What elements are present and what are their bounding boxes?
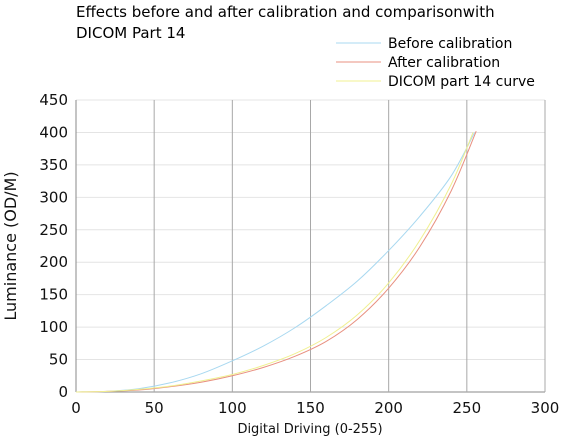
y-tick-label: 250 bbox=[39, 221, 68, 239]
y-tick-label: 150 bbox=[39, 286, 68, 304]
y-tick-label: 450 bbox=[39, 91, 68, 109]
x-tick-label: 300 bbox=[531, 399, 560, 417]
series bbox=[75, 130, 477, 393]
axes: 0 50 100 150 200 250 300 350 400 450 0 50 100 150 200 2… bbox=[39, 91, 559, 417]
y-tick-label: 200 bbox=[39, 253, 68, 271]
x-tick-label: 50 bbox=[145, 399, 164, 417]
x-tick-label: 200 bbox=[374, 399, 403, 417]
chart-title: Effects before and after calibration and… bbox=[76, 3, 495, 42]
y-tick-label: 350 bbox=[39, 156, 68, 174]
y-tick-label: 0 bbox=[58, 383, 68, 401]
x-tick-label: 0 bbox=[71, 399, 81, 417]
x-axis-label: Digital Driving (0-255) bbox=[237, 422, 382, 437]
y-tick-label: 50 bbox=[49, 351, 68, 369]
series-line-2 bbox=[75, 132, 474, 393]
x-tick-label: 250 bbox=[453, 399, 482, 417]
x-tick-label: 100 bbox=[218, 399, 247, 417]
y-axis-label: Luminance (OD/M) bbox=[1, 171, 20, 320]
y-tick-label: 400 bbox=[39, 123, 68, 141]
y-tick-label: 300 bbox=[39, 188, 68, 206]
legend-label-after: After calibration bbox=[388, 55, 500, 71]
grid bbox=[75, 99, 546, 393]
chart-title-line-2: DICOM Part 14 bbox=[76, 24, 185, 42]
series-line-1 bbox=[75, 130, 477, 393]
chart-title-line-1: Effects before and after calibration and… bbox=[76, 3, 495, 21]
legend-label-before: Before calibration bbox=[388, 36, 512, 52]
legend-label-dicom: DICOM part 14 curve bbox=[388, 74, 535, 90]
y-tick-label: 100 bbox=[39, 318, 68, 336]
series-line-0 bbox=[75, 132, 476, 393]
x-tick-label: 150 bbox=[296, 399, 325, 417]
legend: Before calibration After calibration DIC… bbox=[336, 36, 535, 90]
